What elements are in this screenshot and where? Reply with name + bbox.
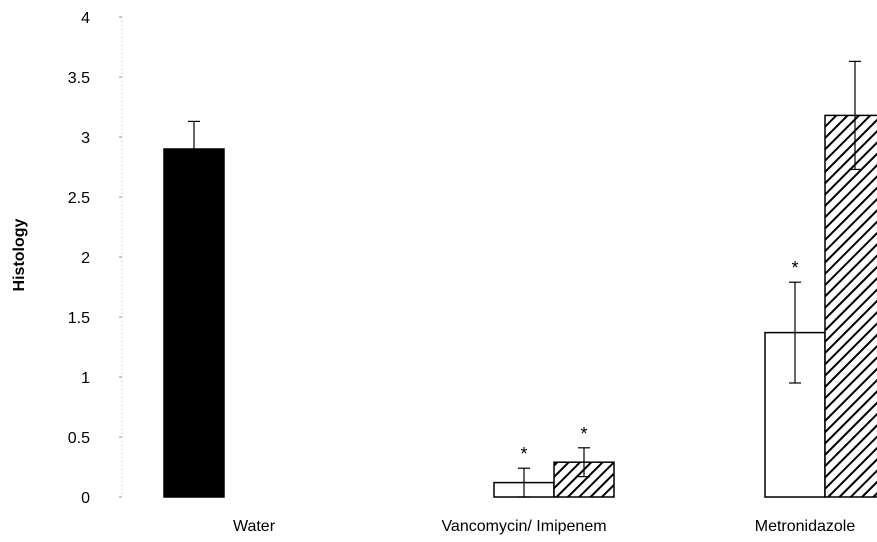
significance-marker: *: [520, 444, 527, 464]
y-tick-label: 0: [81, 490, 90, 507]
bar-4: [824, 114, 877, 498]
y-tick-label: 1.5: [68, 310, 90, 327]
y-tick-label: 3: [81, 130, 90, 147]
significance-marker: *: [580, 424, 587, 444]
y-axis: 0 0.5 1 1.5 2 2.5 3 3.5 4: [68, 10, 123, 507]
category-label: Metronidazole: [755, 518, 856, 535]
category-label: Water: [233, 518, 276, 535]
x-axis-labels: Water Vancomycin/ Imipenem Metronidazole: [233, 518, 855, 535]
bars-group: * * *: [163, 60, 877, 498]
y-tick-label: 0.5: [68, 430, 90, 447]
y-axis-title: Histology: [11, 218, 28, 291]
y-tick-label: 3.5: [68, 70, 90, 87]
significance-marker: *: [791, 258, 798, 278]
y-tick-label: 2: [81, 250, 90, 267]
y-tick-label: 1: [81, 370, 90, 387]
category-label: Vancomycin/ Imipenem: [441, 518, 606, 535]
y-tick-label: 2.5: [68, 190, 90, 207]
bar-0: [163, 148, 225, 498]
y-tick-label: 4: [81, 10, 90, 27]
